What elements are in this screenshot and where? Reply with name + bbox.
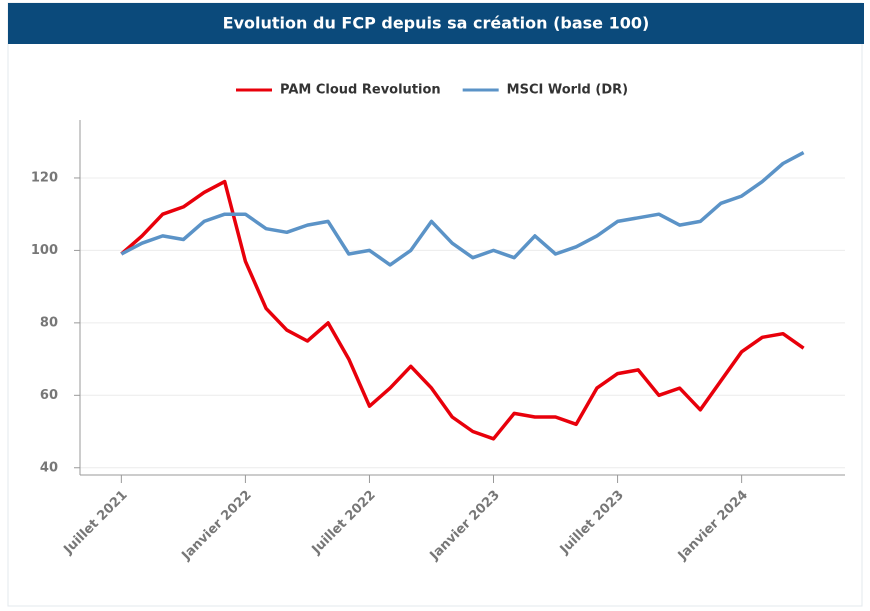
header-bar bbox=[8, 3, 864, 44]
legend-label: PAM Cloud Revolution bbox=[280, 83, 441, 98]
chart-title: Evolution du FCP depuis sa création (bas… bbox=[223, 14, 650, 33]
y-tick-label: 100 bbox=[31, 243, 58, 258]
series-line bbox=[120, 151, 805, 267]
frame bbox=[7, 2, 863, 607]
y-tick-label: 40 bbox=[40, 460, 58, 475]
y-tick-label: 60 bbox=[40, 388, 58, 403]
legend-label: MSCI World (DR) bbox=[507, 83, 628, 98]
series-line bbox=[120, 179, 805, 441]
y-tick-label: 80 bbox=[40, 315, 58, 330]
y-tick-label: 120 bbox=[31, 170, 58, 185]
